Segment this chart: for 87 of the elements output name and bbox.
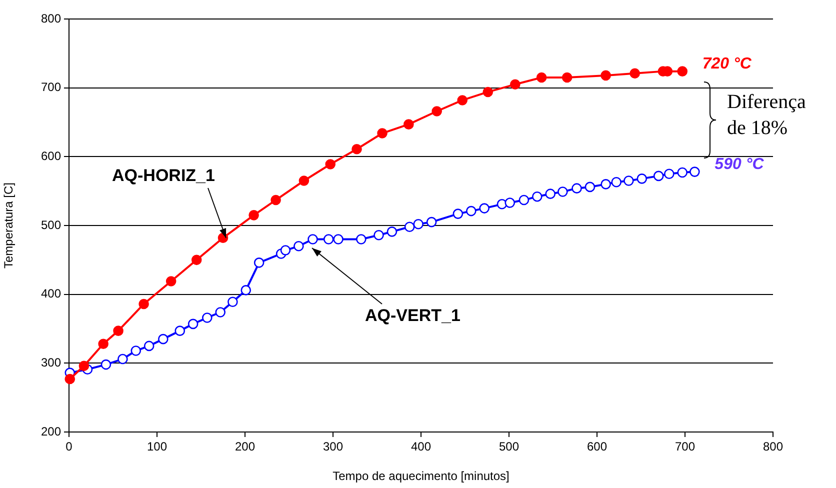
point [270,194,281,206]
point [138,298,149,310]
point [624,176,634,186]
point [118,354,128,364]
point [452,208,464,219]
x-tick-label: 200 [234,440,256,454]
point [518,194,530,206]
point [562,72,572,83]
point [504,198,516,208]
x-tick-label: 100 [146,440,168,454]
point [280,245,291,256]
annotation: 590 °C [714,156,764,174]
point [558,186,568,197]
x-axis-title: Tempo de aquecimento [minutos] [332,469,510,484]
point [479,203,490,214]
point [191,254,202,266]
point [600,70,611,81]
point [584,182,596,192]
point [600,179,611,190]
point [664,168,674,180]
point [611,176,622,188]
text: AQ-VERT_1 [365,306,460,326]
x-tick-label: 500 [498,440,520,454]
point [228,296,238,308]
y-tick-label: 200 [40,424,62,438]
point [254,258,264,268]
point [356,234,366,244]
x-tick-label: 800 [762,440,784,454]
point [466,206,476,216]
point [536,72,547,83]
point [352,144,362,154]
annotation: Diferença de 18% [727,90,807,141]
point [413,218,424,230]
point [653,170,664,182]
point [333,234,344,244]
y-tick-label: 300 [40,355,62,370]
point [690,166,700,177]
point [130,346,142,356]
point [677,66,688,76]
point [404,222,415,232]
point [426,216,437,228]
point [404,119,414,130]
point [98,338,108,350]
point [325,159,336,170]
point [308,234,318,244]
point [323,234,334,244]
point [188,318,198,330]
y-tick-label: 500 [40,218,62,232]
point [78,360,90,372]
point [298,176,310,186]
point [510,79,520,90]
y-tick-label: 800 [40,11,62,26]
annotation: 720 °C [702,56,752,73]
point [636,174,648,184]
point [100,359,112,370]
y-axis-title: Temperatura [C] [2,182,16,269]
point [677,167,688,178]
x-tick-label: 700 [674,440,696,454]
y-tick-label: 600 [40,148,62,163]
point [545,188,556,199]
point [386,226,398,237]
point [377,128,388,138]
y-tick-label: 700 [40,80,62,94]
point [457,95,468,106]
point [572,183,582,194]
point [64,374,76,384]
point [248,210,259,220]
point [630,68,640,79]
point [432,106,442,116]
point [482,86,494,98]
text: AQ-HORIZ_1 [112,166,215,186]
point [374,230,384,240]
point [294,241,304,252]
point [174,326,186,336]
point [113,326,124,336]
point [202,312,212,323]
point [532,191,542,202]
point [158,334,168,344]
y-tick-label: 400 [40,286,62,301]
point [166,276,176,286]
point [215,307,226,318]
x-tick-label: 0 [66,440,73,454]
x-tick-label: 300 [322,440,344,454]
x-tick-label: 600 [586,440,608,454]
point [144,340,154,352]
point [240,285,252,296]
x-tick-label: 400 [410,440,432,454]
